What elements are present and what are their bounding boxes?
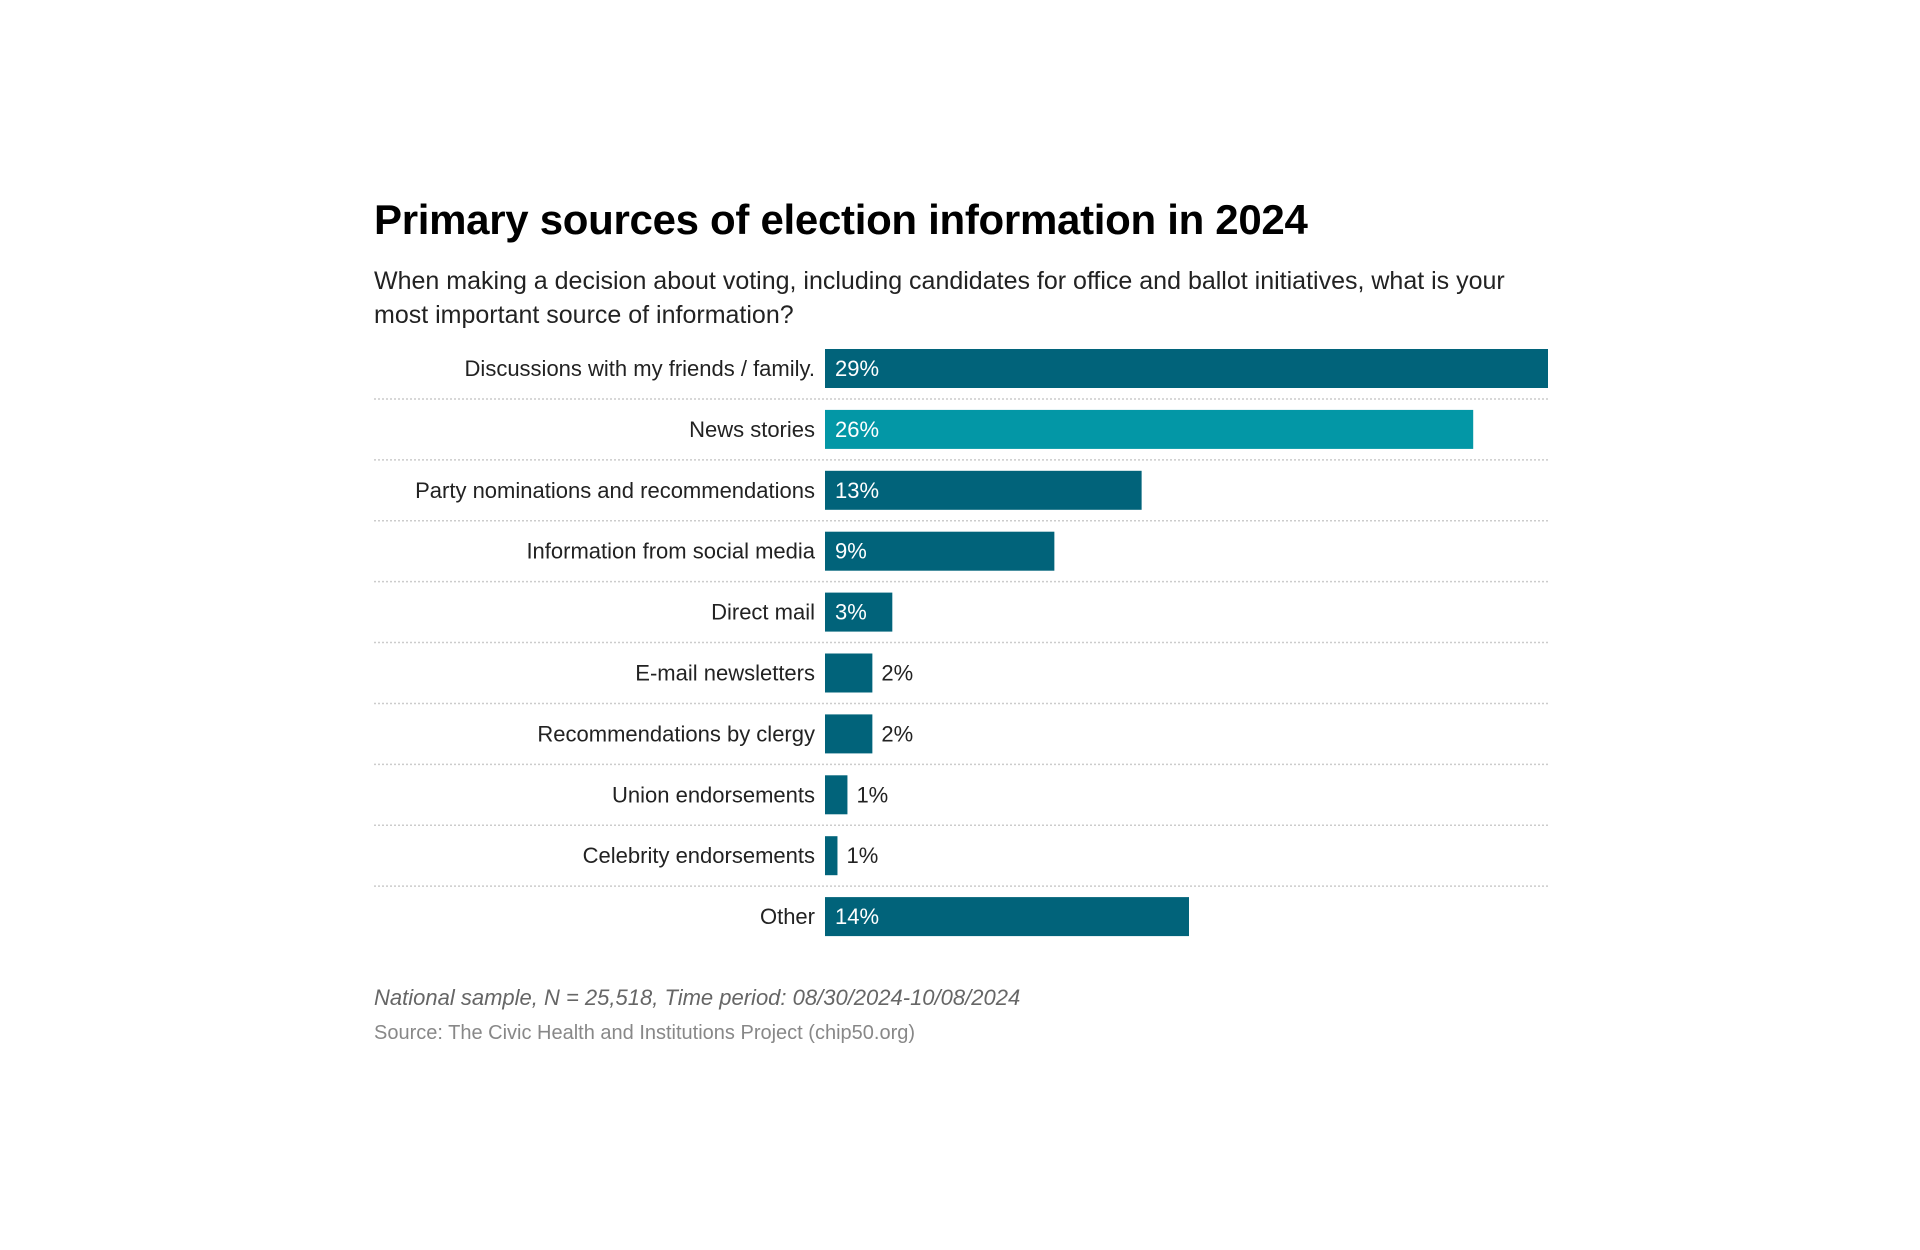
- category-label: Party nominations and recommendations: [415, 478, 815, 503]
- data-label: 14%: [835, 904, 879, 929]
- data-label: 26%: [835, 417, 879, 442]
- bar: [825, 592, 893, 632]
- category-label: Recommendations by clergy: [537, 721, 815, 746]
- category-label: E-mail newsletters: [635, 661, 815, 686]
- chart-subtitle: When making a decision about voting, inc…: [374, 267, 1505, 329]
- category-label: News stories: [689, 417, 815, 442]
- data-label: 2%: [881, 721, 913, 746]
- bar: [825, 897, 1189, 937]
- data-label: 3%: [835, 600, 867, 625]
- category-label: Union endorsements: [612, 782, 815, 807]
- data-label: 2%: [881, 661, 913, 686]
- bar: [825, 349, 1548, 388]
- data-label: 29%: [835, 356, 879, 381]
- bar: [825, 470, 1142, 510]
- data-label: 1%: [846, 843, 878, 868]
- chart-title: Primary sources of election information …: [374, 196, 1308, 243]
- category-label: Direct mail: [711, 600, 815, 625]
- bar: [825, 653, 873, 693]
- bar: [825, 409, 1474, 449]
- category-label: Discussions with my friends / family.: [465, 356, 815, 381]
- data-label: 9%: [835, 539, 867, 564]
- category-label: Information from social media: [526, 539, 815, 564]
- source-note: Source: The Civic Health and Institution…: [374, 1022, 916, 1044]
- bar: [825, 714, 873, 754]
- bar: [825, 531, 1055, 571]
- data-label: 13%: [835, 478, 879, 503]
- bar: [825, 775, 848, 815]
- category-label: Other: [760, 904, 815, 929]
- data-label: 1%: [856, 782, 888, 807]
- sample-note: National sample, N = 25,518, Time period…: [374, 985, 1021, 1010]
- bar: [825, 836, 838, 876]
- category-label: Celebrity endorsements: [583, 843, 815, 868]
